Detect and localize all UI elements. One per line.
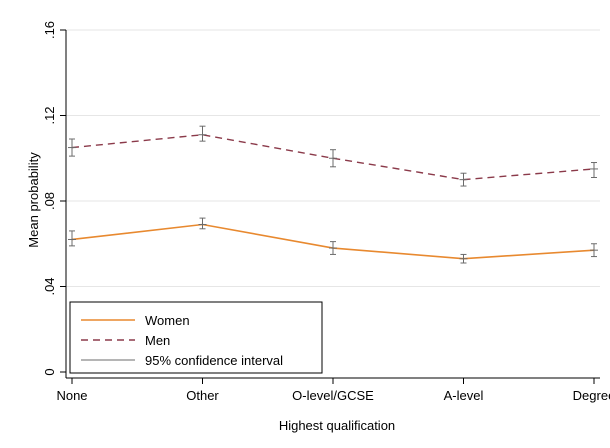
x-tick-label-3: A-level xyxy=(444,388,484,403)
x-axis-title: Highest qualification xyxy=(279,418,395,433)
axes: 0 .04 .08 .12 .16 None Other O-level/GCSE A-leve… xyxy=(42,21,610,403)
y-tick-label-1: .04 xyxy=(42,277,57,295)
x-tick-label-0: None xyxy=(56,388,87,403)
y-axis-title: Mean probability xyxy=(26,152,41,248)
legend-box xyxy=(69,301,323,374)
legend: Women Men 95% confidence interval xyxy=(69,301,323,374)
legend-label-men: Men xyxy=(145,333,170,348)
y-tick-label-2: .08 xyxy=(42,192,57,210)
x-tick-label-2: O-level/GCSE xyxy=(292,388,374,403)
series-line-men xyxy=(71,134,595,181)
grid-lines xyxy=(66,29,600,287)
y-tick-label-4: .16 xyxy=(42,21,57,39)
legend-label-ci: 95% confidence interval xyxy=(145,353,283,368)
x-tick-label-4: Degree xyxy=(573,388,610,403)
y-tick-label-3: .12 xyxy=(42,106,57,124)
y-tick-label-0: 0 xyxy=(42,368,57,375)
x-tick-label-1: Other xyxy=(186,388,219,403)
series xyxy=(68,125,598,264)
legend-label-women: Women xyxy=(145,313,190,328)
